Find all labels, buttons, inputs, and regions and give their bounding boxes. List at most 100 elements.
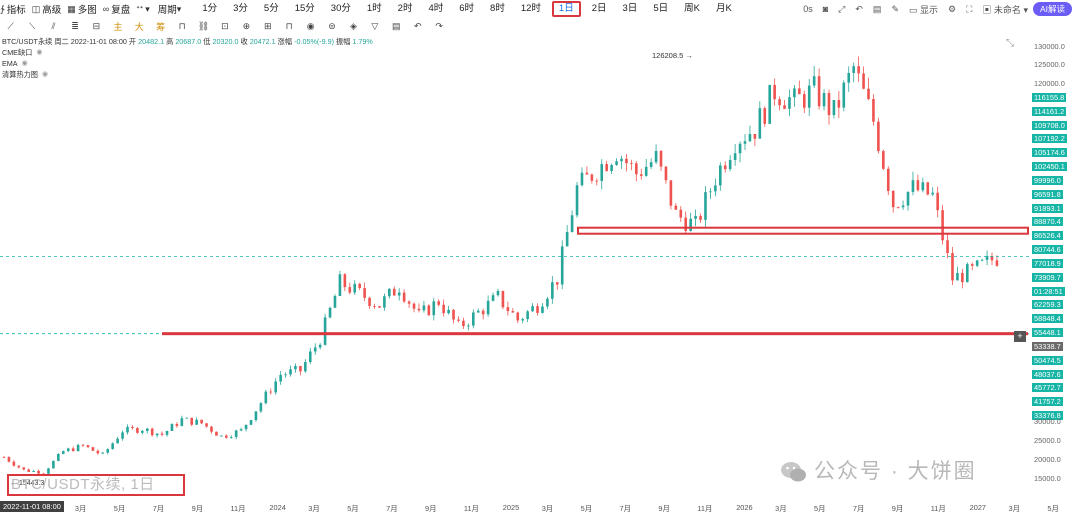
interval-15[interactable]: 周K	[684, 3, 700, 14]
candle	[916, 180, 920, 191]
indicators-button[interactable]: ∱ 指标	[0, 3, 26, 17]
legend-liquidation-heatmap[interactable]: 清算热力图 ◉	[2, 70, 49, 79]
candle	[600, 164, 604, 181]
time-tick-label: 11月	[463, 504, 479, 513]
candle-icon: ᐩᐩ	[136, 3, 144, 14]
chart-expand-icon[interactable]: ⤡	[1006, 38, 1014, 49]
redo-icon[interactable]: ↷	[435, 20, 443, 31]
legend-cme-gap[interactable]: CME缺口 ◉	[2, 48, 43, 57]
delete-icon[interactable]: ▤	[392, 20, 401, 31]
interval-8[interactable]: 6时	[459, 3, 475, 14]
interval-3[interactable]: 15分	[294, 3, 315, 14]
multi-chart-button[interactable]: ▦ 多图	[67, 3, 97, 17]
candle	[432, 301, 436, 316]
interval-2[interactable]: 5分	[263, 3, 279, 14]
ruler-icon[interactable]: ⊡	[221, 20, 229, 31]
undo-icon[interactable]: ↶	[413, 20, 422, 31]
candle	[491, 295, 495, 301]
main-tool-icon[interactable]: 主	[113, 21, 123, 32]
candle	[407, 301, 411, 304]
eye-icon[interactable]: ◉	[41, 71, 49, 78]
candle	[457, 319, 460, 321]
candle	[832, 100, 836, 116]
period-select[interactable]: 周期 ▾	[157, 3, 182, 17]
settings-icon[interactable]: ⚙	[948, 3, 957, 14]
candle	[175, 424, 179, 426]
interval-11[interactable]: 1日	[551, 1, 581, 17]
visibility-icon[interactable]: ◉	[306, 20, 315, 31]
channel-tool-icon[interactable]: ⫽	[51, 20, 56, 31]
candle	[353, 283, 357, 293]
resistance-zone-drawing[interactable]	[577, 226, 1029, 235]
price-axis-label: 102450.1	[1032, 162, 1067, 172]
candle	[689, 218, 692, 231]
interval-1[interactable]: 3分	[233, 3, 248, 14]
candle	[733, 153, 737, 161]
candle	[215, 431, 218, 436]
layers-icon[interactable]: ⊜	[328, 20, 336, 31]
price-axis-label: 114161.2	[1032, 106, 1067, 116]
support-line-drawing[interactable]	[162, 332, 1028, 336]
interval-14[interactable]: 5日	[653, 3, 669, 14]
ray-tool-icon[interactable]: ⟍	[28, 20, 36, 31]
add-alert-icon[interactable]: +	[1014, 331, 1026, 342]
undo-icon[interactable]: ↶	[855, 3, 863, 14]
time-tick-label: 7月	[619, 504, 632, 513]
fib-tool-icon[interactable]: ≣	[71, 20, 79, 31]
candle	[990, 256, 994, 261]
zoom-icon[interactable]: ⊕	[242, 20, 251, 31]
whale-tool-icon[interactable]: 筹	[156, 21, 166, 32]
filter-icon[interactable]: ▽	[371, 20, 379, 31]
drawing-toolbar: ⟋ ⟍ ⫽ ≣ ⊟ 主 大 筹 ⊓ ⛓ ⊡ ⊕ ⊞ ⊓ ◉ ⊜ ◈ ▽ ▤ ↶ …	[0, 19, 450, 33]
time-axis[interactable]: 2022-11-01 08:00 3月 5月 7月 9月 11月 2024 3月 5月 7月 9月 1…	[0, 499, 1080, 515]
fullscreen-icon[interactable]: ⛶	[966, 3, 973, 14]
candle	[42, 473, 45, 475]
candle	[639, 174, 643, 176]
interval-10[interactable]: 12时	[520, 3, 541, 14]
big-tool-icon[interactable]: 大	[134, 21, 144, 32]
brush-icon[interactable]: ◈	[350, 20, 357, 31]
interval-5[interactable]: 1时	[366, 3, 382, 14]
speed-label[interactable]: 0s	[803, 4, 813, 14]
candle	[555, 282, 559, 285]
line-tool-icon[interactable]: ⟋	[7, 20, 14, 31]
interval-9[interactable]: 8时	[490, 3, 505, 14]
interval-6[interactable]: 2时	[397, 3, 413, 14]
top-toolbar: ∱ 指标 ◫ 高级 ▦ 多图 ∞ 复盘 ᐩᐩ ▾ 周期 ▾ 1分 3分 5分 15分 30分 1时 2时…	[0, 0, 1080, 18]
candle	[659, 150, 663, 167]
interval-12[interactable]: 2日	[591, 3, 607, 14]
measure-tool-icon[interactable]: ⊟	[92, 20, 101, 31]
magnet-icon[interactable]: ⊓	[178, 20, 186, 31]
price-chart[interactable]: 126208.5 → ← 15443.3 ⤡	[0, 34, 1030, 499]
expand-icon[interactable]: ⤢	[838, 3, 846, 14]
candle	[620, 158, 623, 162]
camera-icon[interactable]: ◙	[822, 4, 829, 14]
candle	[308, 351, 312, 363]
lock-icon[interactable]: ⊓	[285, 20, 293, 31]
candle	[985, 256, 989, 260]
layout-select[interactable]: ▣ 未命名 ▾	[982, 4, 1028, 15]
interval-0[interactable]: 1分	[202, 3, 218, 14]
display-button[interactable]: ▭ 显示	[908, 4, 939, 15]
ai-interpret-button[interactable]: AI解读	[1032, 2, 1072, 16]
candle	[723, 165, 727, 170]
candle	[259, 403, 263, 412]
price-tick-label: 30000.0	[1034, 417, 1061, 427]
symbol-overlay: BTC/USDT永续, 1日	[7, 474, 185, 496]
candle	[323, 317, 327, 345]
interval-7[interactable]: 4时	[428, 3, 444, 14]
chart-type-select[interactable]: ᐩᐩ ▾	[136, 1, 152, 17]
link-icon[interactable]: ⛓	[197, 20, 210, 31]
eye-icon[interactable]: ◉	[21, 60, 28, 67]
interval-4[interactable]: 30分	[330, 3, 351, 14]
cursor-icon[interactable]: ⊞	[264, 20, 272, 31]
interval-13[interactable]: 3日	[622, 3, 638, 14]
interval-16[interactable]: 月K	[715, 3, 732, 14]
legend-ema[interactable]: EMA ◉	[2, 59, 28, 68]
pencil-icon[interactable]: ✎	[891, 3, 899, 14]
candle	[27, 469, 30, 472]
grid-icon[interactable]: ▤	[872, 3, 882, 14]
advanced-button[interactable]: ◫ 高级	[31, 3, 62, 17]
eye-icon[interactable]: ◉	[36, 49, 43, 56]
replay-button[interactable]: ∞ 复盘	[102, 4, 131, 16]
